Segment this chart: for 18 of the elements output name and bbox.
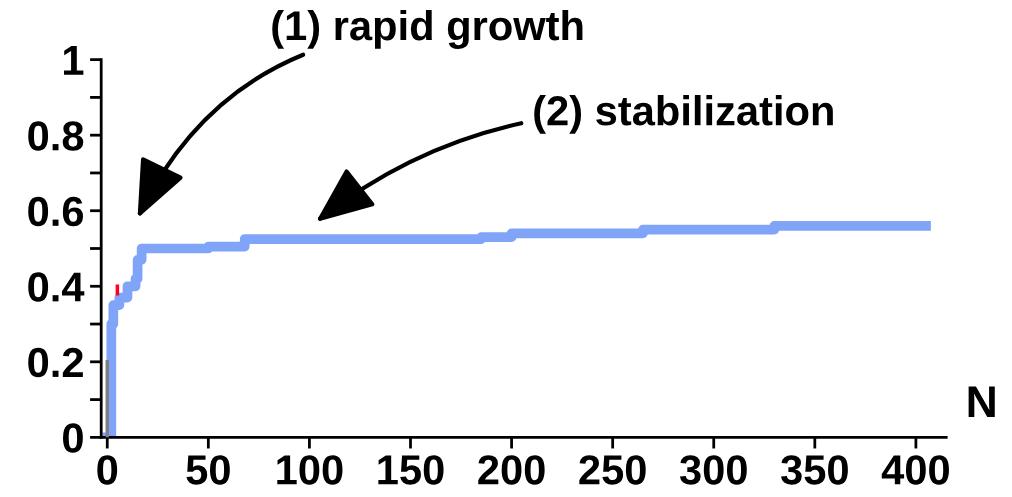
y-tick-label: 0.2 bbox=[28, 347, 83, 378]
y-tick-label: 0.4 bbox=[28, 272, 85, 302]
x-tick-label: 100 bbox=[277, 455, 343, 485]
x-tick-label: 0 bbox=[97, 455, 118, 485]
x-tick-label: 250 bbox=[579, 455, 646, 485]
x-tick-label: 400 bbox=[881, 455, 949, 485]
text: (1) rapid growth bbox=[272, 9, 583, 49]
x-axis-title: N bbox=[968, 386, 995, 418]
y-tick-label: 0 bbox=[63, 423, 83, 453]
x-tick-label: 300 bbox=[679, 455, 747, 485]
x-tick-label: 200 bbox=[478, 455, 545, 485]
y-tick-label: 0.6 bbox=[28, 196, 84, 227]
annotation: (2) stabilization bbox=[534, 94, 833, 134]
x-tick-label: 350 bbox=[781, 455, 848, 485]
y-tick-label: 1 bbox=[63, 46, 84, 75]
x-tick-label: 150 bbox=[378, 455, 444, 485]
y-tick-label: 0.8 bbox=[28, 121, 84, 151]
x-tick-label: 50 bbox=[186, 455, 230, 485]
